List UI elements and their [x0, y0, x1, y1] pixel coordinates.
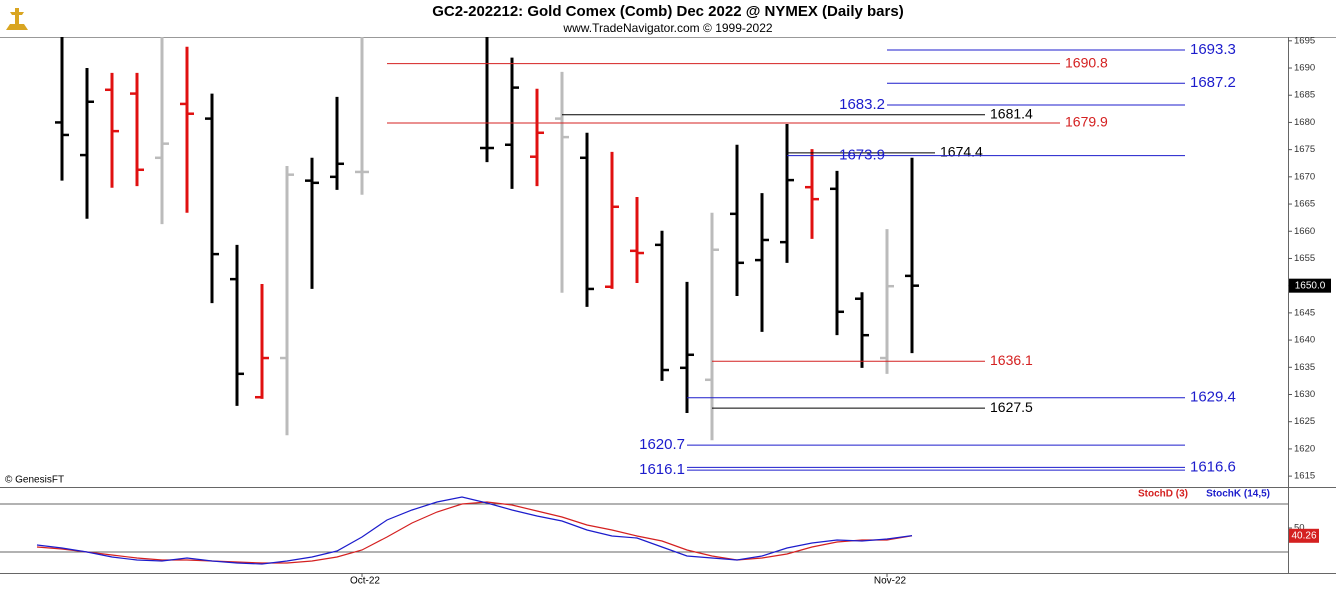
y-tick-label: 1660 — [1294, 226, 1315, 237]
last-price-box — [1289, 278, 1331, 293]
level-label: 1616.1 — [639, 461, 685, 478]
last-price-label: 1650.0 — [1295, 280, 1326, 291]
y-tick-label: 1620 — [1294, 443, 1315, 454]
y-tick-label: 1690 — [1294, 63, 1315, 74]
level-label: 1690.8 — [1065, 54, 1108, 70]
level-label: 1687.2 — [1190, 74, 1236, 91]
level-label: 1616.6 — [1190, 458, 1236, 475]
indicator-line — [36, 496, 913, 565]
last-value-box — [1289, 528, 1319, 543]
y-tick-label: 1630 — [1294, 389, 1315, 400]
level-label: 1693.3 — [1190, 41, 1236, 58]
chart-title: GC2-202212: Gold Comex (Comb) Dec 2022 @… — [432, 3, 903, 20]
level-label: 1674.4 — [940, 144, 983, 160]
x-tick-label: Nov-22 — [874, 576, 907, 587]
y-tick-label: 1665 — [1294, 199, 1315, 210]
y-tick-label: 1685 — [1294, 90, 1315, 101]
y-tick-label: 1645 — [1294, 307, 1315, 318]
x-tick-label: Oct-22 — [350, 576, 380, 587]
y-tick-label: 1670 — [1294, 171, 1315, 182]
level-label: 1681.4 — [990, 106, 1033, 122]
level-label: 1620.7 — [639, 436, 685, 453]
y-tick-label: 1655 — [1294, 253, 1315, 264]
legend-label: StochD (3) — [1138, 489, 1188, 500]
y-tick-label: 50 — [1294, 523, 1305, 534]
level-label: 1679.9 — [1065, 114, 1108, 130]
indicator-line — [36, 501, 913, 564]
y-tick-label: 1615 — [1294, 471, 1315, 482]
chart-subtitle: www.TradeNavigator.com © 1999-2022 — [562, 21, 772, 35]
y-tick-label: 1695 — [1294, 35, 1315, 46]
level-label: 1627.5 — [990, 399, 1033, 415]
last-value-label: 40.26 — [1291, 530, 1316, 541]
y-tick-label: 1635 — [1294, 362, 1315, 373]
y-tick-label: 1640 — [1294, 335, 1315, 346]
logo — [6, 8, 28, 30]
y-tick-label: 1680 — [1294, 117, 1315, 128]
level-label: 1673.9 — [839, 147, 885, 164]
level-label: 1683.2 — [839, 96, 885, 113]
legend-label: StochK (14,5) — [1206, 489, 1270, 500]
level-label: 1636.1 — [990, 352, 1033, 368]
level-label: 1629.4 — [1190, 389, 1236, 406]
price-bars — [55, 37, 919, 441]
source-note: © GenesisFT — [5, 475, 64, 486]
y-tick-label: 1675 — [1294, 144, 1315, 155]
y-tick-label: 1625 — [1294, 416, 1315, 427]
